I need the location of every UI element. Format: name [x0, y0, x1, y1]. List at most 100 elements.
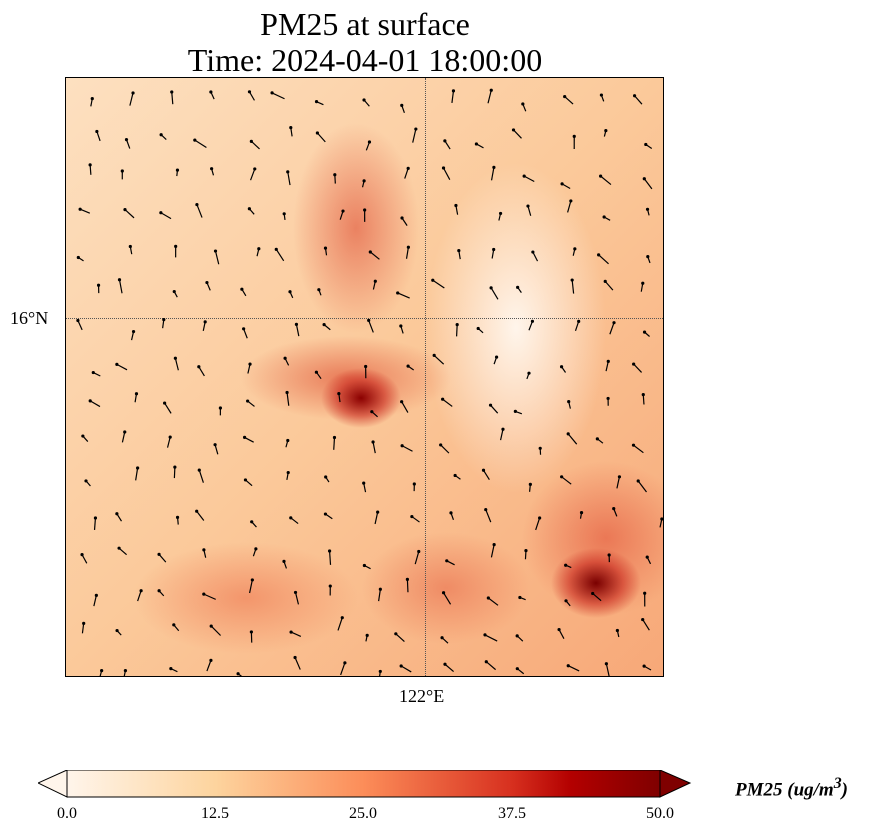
wind-arrow-head [193, 138, 197, 142]
wind-arrow-head [511, 128, 516, 132]
wind-arrow [574, 321, 580, 331]
wind-arrow-head [324, 475, 328, 479]
wind-arrow-head [210, 167, 214, 171]
wind-arrow [523, 175, 535, 183]
wind-arrow-head [124, 138, 129, 142]
wind-arrow [600, 175, 612, 186]
wind-arrow-head [88, 163, 92, 167]
wind-arrow-head [128, 244, 132, 249]
wind-arrow [249, 579, 253, 594]
wind-arrow-head [288, 290, 292, 294]
wind-arrow-head [606, 359, 610, 363]
wind-arrow [194, 139, 207, 149]
wind-arrow-head [327, 549, 332, 553]
wind-arrow [490, 404, 499, 414]
wind-arrow-head [314, 370, 319, 374]
wind-arrow-head [441, 166, 446, 170]
wind-arrow [604, 280, 614, 291]
wind-arrow-head [285, 390, 289, 395]
wind-arrow-head [197, 468, 201, 472]
wind-arrow-head [641, 281, 645, 285]
wind-arrow-head [283, 356, 287, 360]
wind-arrow-head [213, 249, 218, 253]
wind-arrow-head [405, 577, 409, 581]
wind-arrow-head [400, 103, 404, 107]
wind-arrow-head [476, 326, 480, 331]
wind-arrow-head [406, 166, 410, 170]
wind-arrow-head [249, 139, 253, 143]
wind-arrow-head [371, 440, 375, 444]
wind-arrow-head [457, 248, 461, 253]
wind-arrow-head [328, 584, 332, 588]
wind-arrow-head [91, 370, 95, 375]
wind-arrow-head [538, 516, 542, 520]
wind-arrow-head [247, 207, 251, 211]
wind-arrow-head [643, 591, 647, 595]
title-line-2: Time: 2024-04-01 18:00:00 [187, 42, 543, 78]
wind-arrow-head [617, 475, 622, 479]
pm25-map [65, 77, 664, 677]
wind-arrow-head [557, 627, 561, 632]
wind-arrow-head [443, 139, 447, 143]
wind-arrow-head [378, 669, 382, 674]
wind-arrow [561, 476, 572, 485]
wind-arrow [395, 633, 405, 642]
wind-arrow-head [159, 133, 163, 137]
wind-arrow [286, 392, 290, 406]
wind-arrow [605, 663, 610, 676]
wind-arrow-head [455, 322, 459, 327]
wind-arrow-head [314, 100, 319, 104]
wind-arrow-head [577, 319, 581, 323]
wind-arrow-head [564, 599, 568, 603]
wind-arrow-head [341, 209, 345, 213]
wind-arrow-head [481, 468, 486, 472]
wind-arrow-head [642, 330, 647, 334]
wind-arrow-head [115, 628, 119, 633]
wind-arrow-head [134, 392, 139, 396]
wind-arrow-head [400, 444, 404, 448]
wind-arrow-head [566, 664, 570, 668]
wind-arrow-head [202, 592, 206, 596]
wind-arrow-head [400, 216, 404, 220]
wind-arrow [490, 544, 495, 558]
wind-arrow-head [441, 397, 445, 401]
wind-arrow-head [322, 323, 326, 327]
wind-arrow [121, 431, 126, 443]
wind-arrow [499, 429, 504, 441]
wind-arrow [118, 279, 123, 294]
wind-arrow-head [90, 96, 94, 101]
wind-arrow-head [136, 466, 140, 470]
wind-arrow-head [604, 128, 608, 133]
wind-arrow [294, 657, 301, 670]
wind-arrow [79, 208, 91, 214]
colorbar [38, 770, 692, 798]
wind-arrow [118, 547, 127, 556]
wind-arrow-head [394, 632, 398, 636]
wind-arrow-head [399, 324, 403, 328]
wind-arrow-head [368, 250, 372, 254]
wind-arrow-head [526, 204, 530, 208]
wind-arrow-head [524, 549, 528, 553]
wind-arrow [442, 398, 453, 407]
wind-arrow [158, 553, 167, 563]
wind-arrow [203, 593, 216, 600]
wind-arrow [400, 665, 412, 673]
wind-arrow [490, 287, 499, 300]
wind-arrow-head [483, 633, 487, 637]
wind-arrow [160, 212, 172, 220]
wind-arrow-head [294, 322, 299, 326]
wind-arrow [96, 131, 101, 142]
lat-tick-label: 16°N [10, 308, 49, 328]
wind-arrow-head [363, 208, 367, 212]
wind-arrow-head [642, 664, 646, 668]
wind-arrow [333, 437, 336, 450]
wind-arrow [210, 625, 222, 636]
wind-arrow [643, 178, 653, 190]
wind-arrow-head [362, 98, 366, 102]
wind-arrow [214, 444, 219, 455]
wind-arrow-head [603, 279, 607, 283]
wind-arrow-head [492, 543, 496, 547]
wind-arrow [401, 445, 413, 452]
wind-arrow [444, 140, 451, 150]
wind-arrow-head [282, 559, 286, 564]
